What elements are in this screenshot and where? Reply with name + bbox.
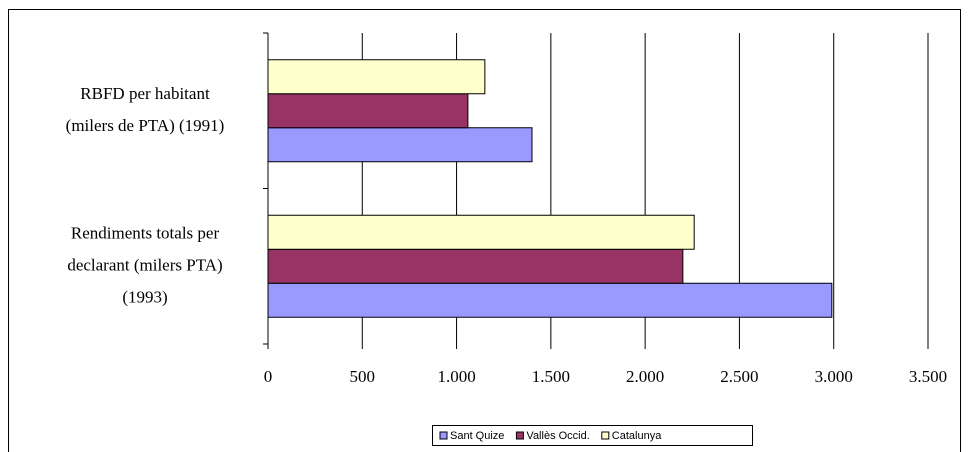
legend-box xyxy=(432,425,753,446)
x-tick-label: 0 xyxy=(264,367,273,386)
legend-label: Sant Quize xyxy=(450,430,504,442)
legend-swatch xyxy=(601,431,610,440)
x-tick-label: 1.500 xyxy=(532,367,570,386)
x-tick-label: 3.500 xyxy=(909,367,947,386)
bar xyxy=(267,127,533,163)
legend: Sant Quize Vallès Occid. Catalunya xyxy=(432,425,753,446)
x-tick-label: 500 xyxy=(350,367,376,386)
chart-border xyxy=(8,9,961,452)
bar xyxy=(267,282,833,318)
bar xyxy=(267,214,695,250)
x-tick-label: 3.000 xyxy=(815,367,853,386)
legend-swatch xyxy=(439,431,448,440)
bar xyxy=(267,248,684,284)
y-tick-label: RBFD per habitant (milers de PTA) (1991) xyxy=(66,84,225,135)
legend-label: Vallès Occid. xyxy=(526,430,589,442)
x-tick-label: 2.500 xyxy=(720,367,758,386)
legend-swatch xyxy=(515,431,524,440)
bar xyxy=(267,59,486,95)
x-tick-label: 1.000 xyxy=(437,367,475,386)
y-tick-label: Rendiments totals per declarant (milers P… xyxy=(67,223,222,306)
x-tick-label: 2.000 xyxy=(626,367,664,386)
bar xyxy=(267,93,469,129)
legend-label: Catalunya xyxy=(612,430,662,442)
